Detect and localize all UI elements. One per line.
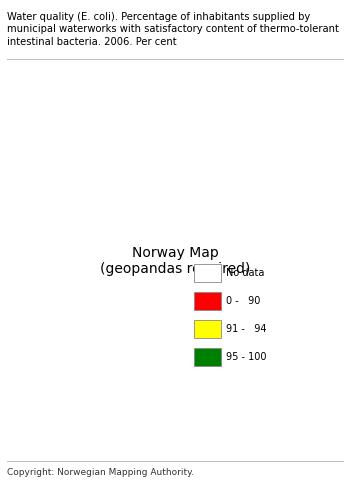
Text: 95 - 100: 95 - 100 (226, 352, 266, 362)
Text: 0 -   90: 0 - 90 (226, 296, 260, 306)
Text: 91 -   94: 91 - 94 (226, 324, 266, 334)
Text: No data: No data (226, 268, 264, 278)
Text: Copyright: Norwegian Mapping Authority.: Copyright: Norwegian Mapping Authority. (7, 468, 194, 477)
Text: Norway Map
(geopandas required): Norway Map (geopandas required) (100, 246, 250, 276)
Text: Water quality (E. coli). Percentage of inhabitants supplied by
municipal waterwo: Water quality (E. coli). Percentage of i… (7, 12, 339, 47)
